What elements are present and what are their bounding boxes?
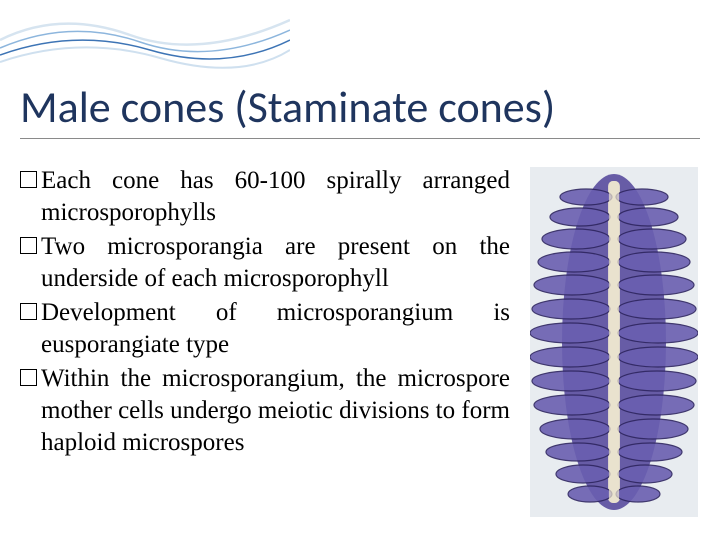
slide-title: Male cones (Staminate cones) [20,84,700,139]
bullet-marker-icon [20,303,37,320]
bullet-item: Each cone has 60-100 spirally arranged m… [20,165,510,229]
bullet-text: Within the microsporangium, the microspo… [41,363,510,459]
bullet-list: Each cone has 60-100 spirally arranged m… [20,165,510,517]
bullet-marker-icon [20,237,37,254]
wave-decoration [0,0,290,70]
bullet-item: Within the microsporangium, the microspo… [20,363,510,459]
bullet-text: Development of microsporangium is euspor… [41,297,510,361]
bullet-item: Development of microsporangium is euspor… [20,297,510,361]
bullet-marker-icon [20,369,37,386]
bullet-marker-icon [20,171,37,188]
bullet-text: Two microsporangia are present on the un… [41,231,510,295]
bullet-item: Two microsporangia are present on the un… [20,231,510,295]
cone-micrograph-image [530,167,698,517]
bullet-text: Each cone has 60-100 spirally arranged m… [41,165,510,229]
